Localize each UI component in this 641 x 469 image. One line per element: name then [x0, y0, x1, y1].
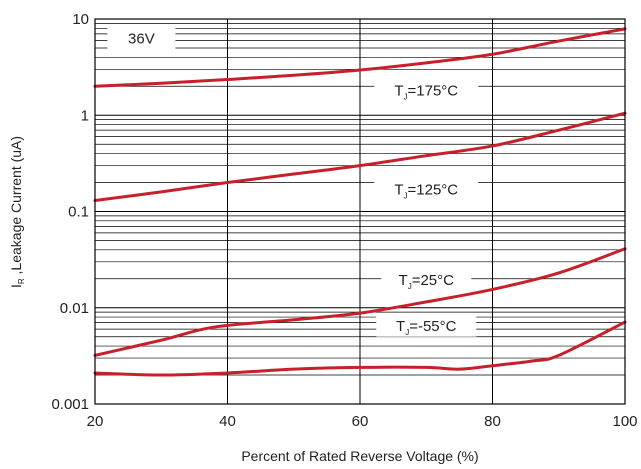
plot-frame — [94, 18, 626, 405]
annotation-voltage: 36V — [128, 30, 155, 47]
grid — [94, 18, 626, 405]
annotation-box-voltage — [107, 27, 176, 50]
tick-labels: 20 40 60 80 100 0.001 0.01 0.1 1 10 — [51, 11, 637, 430]
x-axis-title: Percent of Rated Reverse Voltage (%) — [241, 448, 478, 464]
y-axis-title-rest: ,Leakage Current (uA) — [8, 136, 24, 278]
annotation-sub: J — [404, 93, 408, 102]
annotation-sub: J — [404, 191, 408, 200]
y-tick-label: 10 — [72, 11, 89, 28]
annotation-box-tj175 — [374, 79, 479, 102]
x-tick-label: 40 — [219, 413, 236, 430]
series-group — [93, 27, 627, 377]
annotation-box-tj25 — [381, 268, 472, 291]
series-line-tjm55 — [93, 320, 627, 377]
y-tick-label: 1 — [81, 107, 89, 124]
annotation-tj25: TJ=25°C — [399, 272, 455, 291]
annotation-main: T — [396, 318, 405, 335]
x-tick-label: 20 — [87, 413, 104, 430]
annotation-box-tj125 — [374, 178, 479, 201]
y-tick-label: 0.01 — [60, 300, 89, 317]
y-tick-label: 0.1 — [68, 204, 89, 221]
y-axis-title: IR ,Leakage Current (uA) — [8, 136, 26, 288]
annotation-sub: J — [408, 282, 412, 291]
y-tick-label: 0.001 — [51, 396, 89, 413]
series-line-tj175 — [93, 27, 627, 88]
series-line-tj125 — [93, 111, 627, 203]
annotation-tj175: TJ=175°C — [394, 83, 458, 102]
annotation-main: T — [394, 181, 403, 198]
annotation-rest: =25°C — [412, 272, 454, 289]
x-tick-label: 100 — [612, 413, 637, 430]
annotation-main: T — [399, 272, 408, 289]
annotation-sub: J — [405, 328, 409, 337]
annotation-rest: =125°C — [408, 181, 459, 198]
x-tick-label: 80 — [484, 413, 501, 430]
annotation-rest: =-55°C — [409, 318, 456, 335]
annotation-rest: =175°C — [408, 83, 459, 100]
annotation-tj125: TJ=125°C — [394, 181, 458, 200]
annotation-tjm55: TJ=-55°C — [396, 318, 457, 337]
y-axis-title-main: I — [8, 284, 24, 288]
x-tick-label: 60 — [352, 413, 369, 430]
annotation-main: T — [394, 83, 403, 100]
series-line-tj25 — [93, 247, 627, 357]
y-axis-title-sub: R — [17, 278, 26, 284]
annotation-box-tjm55 — [376, 314, 477, 337]
